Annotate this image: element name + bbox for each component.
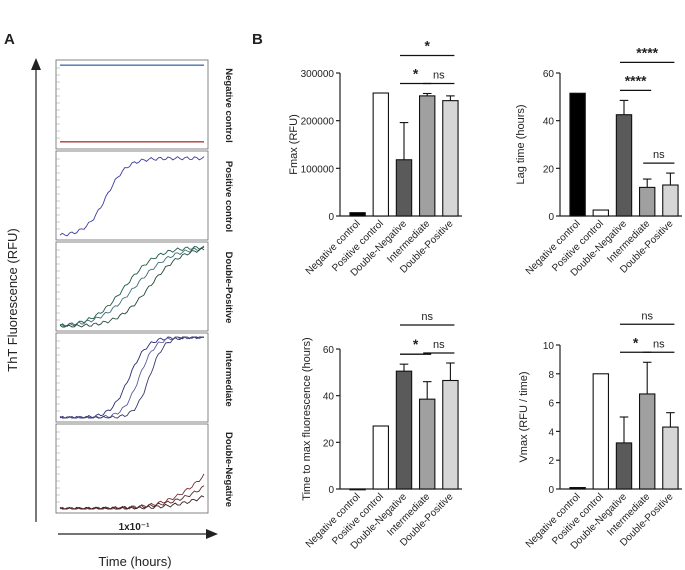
y-tick-label: 60 xyxy=(543,69,555,80)
y-axis-label: Fmax (RFU) xyxy=(288,114,300,175)
trace-curve xyxy=(59,247,205,328)
sample-label: Positive control xyxy=(223,161,234,232)
y-tick-label: 4 xyxy=(548,427,554,438)
trace-panel-frame xyxy=(55,241,209,332)
x-axis-arrow xyxy=(206,529,218,539)
y-tick-label: 20 xyxy=(323,438,335,449)
y-tick-label: 60 xyxy=(323,345,335,356)
bar xyxy=(569,487,586,490)
trace-curve xyxy=(59,336,205,419)
y-tick-label: 0 xyxy=(548,212,554,223)
sample-label: Double-Positive xyxy=(223,252,234,324)
trace-curve xyxy=(59,245,205,327)
bar xyxy=(418,95,436,217)
significance-label: **** xyxy=(636,44,658,60)
trace-panel: Double-Positive xyxy=(55,241,234,332)
x-axis-label: Time (hours) xyxy=(98,554,171,569)
bar xyxy=(592,209,610,217)
significance-label: ns xyxy=(433,339,445,351)
panel-b-label: B xyxy=(252,31,263,48)
sample-label: Negative control xyxy=(223,68,234,142)
y-axis-arrow xyxy=(31,58,41,70)
trace-panel-frame xyxy=(55,332,209,423)
bar xyxy=(372,425,390,490)
significance-label: ns xyxy=(641,310,653,322)
significance-label: * xyxy=(424,37,430,53)
trace-panel: Negative control xyxy=(55,59,234,150)
panel-a-tht-curves: ThT Fluorescence (RFU) Time (hours) 1x10⁻¹… xyxy=(5,58,234,569)
y-tick-label: 20 xyxy=(543,164,555,175)
y-tick-label: 300000 xyxy=(301,69,335,80)
trace-panel-frame xyxy=(55,423,209,514)
y-axis-label: ThT Fluorescence (RFU) xyxy=(5,228,20,372)
trace-curve xyxy=(59,156,205,237)
y-tick-label: 8 xyxy=(548,370,554,381)
bar xyxy=(615,442,633,490)
bar xyxy=(662,184,679,217)
bar xyxy=(372,92,390,217)
y-tick-label: 2 xyxy=(548,456,554,467)
sample-label: Double-Negative xyxy=(223,432,234,507)
y-tick-label: 0 xyxy=(328,485,334,496)
trace-panel-frame xyxy=(55,59,209,150)
scale-label: 1x10⁻¹ xyxy=(119,522,151,533)
y-tick-label: 10 xyxy=(543,341,555,352)
bar xyxy=(395,370,413,490)
trace-panel: Double-Negative xyxy=(55,423,234,514)
significance-label: ns xyxy=(433,69,445,81)
panel-a-label: A xyxy=(4,31,15,48)
bar xyxy=(442,379,459,490)
bar xyxy=(349,212,366,217)
bar xyxy=(615,114,633,217)
bar xyxy=(638,393,656,490)
bar xyxy=(592,373,610,490)
y-tick-label: 0 xyxy=(328,212,334,223)
significance-label: * xyxy=(633,334,639,350)
y-axis-label: Vmax (RFU / time) xyxy=(518,371,530,462)
y-axis-label: Time to max fluorescence (hours) xyxy=(301,337,313,500)
bar xyxy=(418,398,436,490)
bar xyxy=(638,186,656,217)
trace-panel-frame xyxy=(55,150,209,241)
y-axis-label: Lag time (hours) xyxy=(515,104,527,184)
bar xyxy=(395,159,413,217)
y-tick-label: 6 xyxy=(548,399,554,410)
significance-label: * xyxy=(413,336,419,352)
significance-label: ns xyxy=(421,311,433,323)
y-tick-label: 0 xyxy=(548,485,554,496)
significance-label: **** xyxy=(625,72,647,88)
bar xyxy=(569,92,586,217)
bar xyxy=(662,426,679,490)
y-tick-label: 100000 xyxy=(301,164,335,175)
bar xyxy=(442,100,459,217)
trace-panel: Positive control xyxy=(55,150,234,241)
trace-panel: Intermediate xyxy=(55,332,234,423)
y-tick-label: 40 xyxy=(543,117,555,128)
y-tick-label: 40 xyxy=(323,392,335,403)
significance-label: ns xyxy=(653,338,665,350)
sample-label: Intermediate xyxy=(223,350,234,407)
significance-label: * xyxy=(413,65,419,81)
trace-curve xyxy=(59,247,205,328)
bar xyxy=(349,488,366,491)
trace-curve xyxy=(59,495,205,510)
significance-label: ns xyxy=(653,149,665,161)
y-tick-label: 200000 xyxy=(301,117,335,128)
